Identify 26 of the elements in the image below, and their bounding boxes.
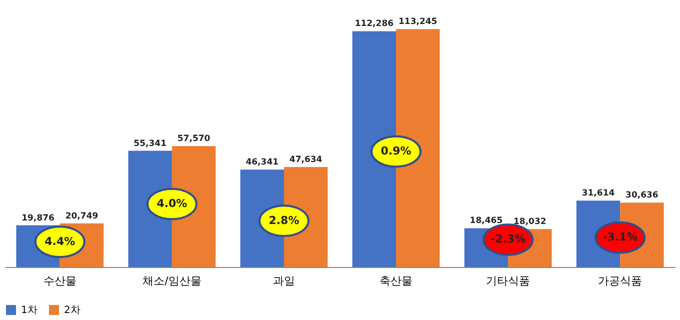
data-label: 46,341 bbox=[246, 158, 279, 168]
x-tick-label: 축산물 bbox=[380, 274, 413, 288]
annotation: 0.9% bbox=[380, 144, 412, 158]
data-label: 112,286 bbox=[354, 19, 394, 30]
legend-label: 1차 bbox=[21, 305, 38, 316]
x-tick-label: 기타식품 bbox=[486, 274, 530, 288]
data-label: 18,465 bbox=[470, 216, 503, 226]
x-tick-label: 가공식품 bbox=[598, 274, 642, 288]
annotation: -3.1% bbox=[602, 230, 638, 244]
data-label: 19,876 bbox=[22, 213, 55, 224]
annotation: 4.4% bbox=[44, 234, 76, 248]
data-label: 47,634 bbox=[289, 154, 322, 165]
x-tick-label: 채소/임산물 bbox=[142, 274, 202, 288]
legend-label: 2차 bbox=[64, 305, 80, 316]
data-label: 18,032 bbox=[514, 217, 546, 228]
x-tick-label: 과일 bbox=[272, 274, 295, 288]
data-label: 55,341 bbox=[134, 138, 167, 149]
data-label: 57,570 bbox=[177, 134, 210, 144]
annotation: 2.8% bbox=[268, 214, 300, 227]
data-label: 31,614 bbox=[582, 188, 615, 199]
data-label: 30,636 bbox=[626, 190, 658, 201]
x-tick-label: 수산물 bbox=[43, 274, 76, 288]
data-label: 113,245 bbox=[398, 17, 438, 28]
annotation: -2.3% bbox=[490, 232, 526, 246]
data-label: 20,749 bbox=[65, 211, 98, 222]
annotation: 4.0% bbox=[156, 197, 188, 210]
